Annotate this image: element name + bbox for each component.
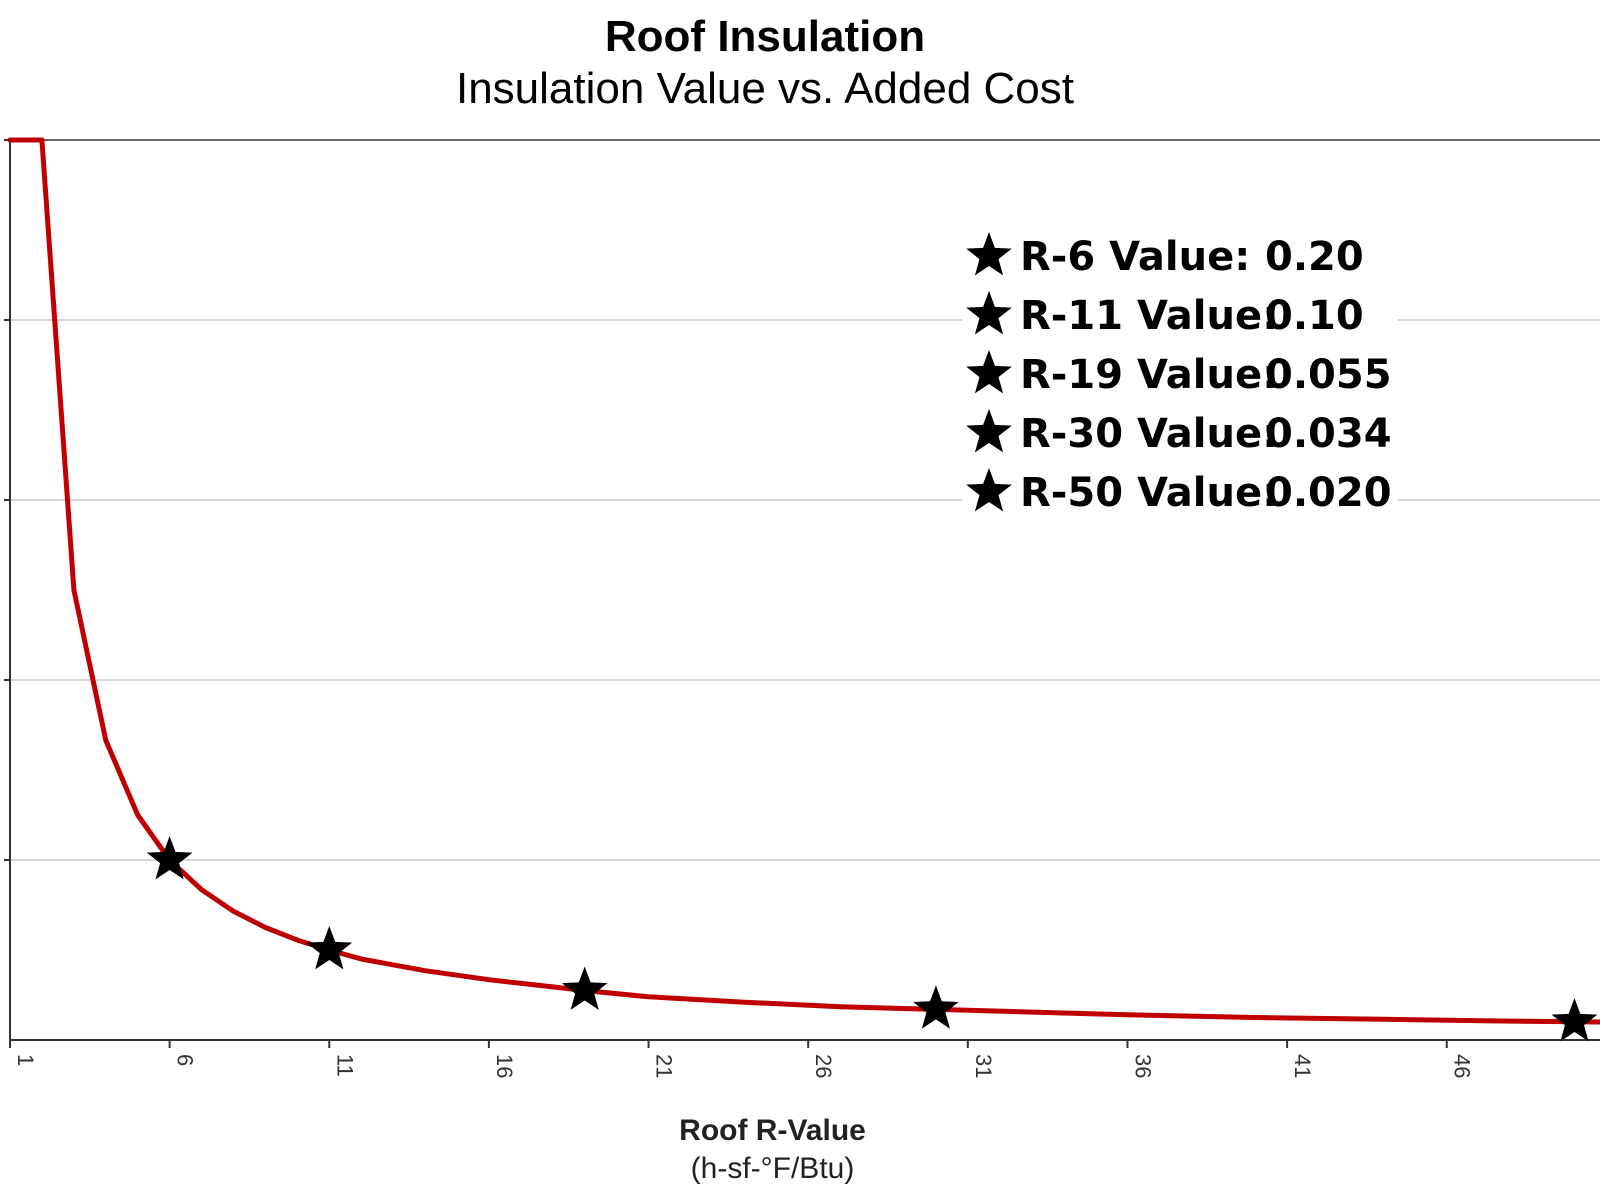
legend-value: 0.055	[1265, 352, 1392, 398]
legend-label: R-19 Value:	[1020, 352, 1278, 398]
legend-value: 0.20	[1265, 234, 1364, 280]
legend-label: R-50 Value:	[1020, 470, 1278, 516]
x-tick-label: 46	[1450, 1054, 1475, 1078]
legend-star	[966, 232, 1012, 276]
legend-label: R-6 Value:	[1020, 234, 1250, 280]
legend-star	[966, 291, 1012, 335]
chart-title: Roof Insulation	[604, 12, 926, 61]
star-marker	[146, 836, 193, 880]
star-marker	[306, 926, 353, 970]
legend-star	[966, 468, 1012, 512]
legend-star	[966, 350, 1012, 394]
x-axis-label: Roof R-Value	[679, 1114, 866, 1147]
series-layer	[7, 137, 1600, 1025]
legend-star	[966, 409, 1012, 453]
legend-value: 0.10	[1265, 293, 1364, 339]
marker-layer	[146, 836, 1598, 1042]
legend-value: 0.020	[1265, 470, 1392, 516]
legend-background	[962, 222, 1398, 522]
legend-value: 0.034	[1265, 411, 1392, 457]
x-tick-label: 36	[1130, 1054, 1155, 1078]
series-line	[7, 137, 1600, 1025]
star-marker	[1551, 998, 1598, 1042]
x-tick-label: 11	[332, 1054, 357, 1077]
x-axis-units: (h-sf-°F/Btu)	[690, 1152, 855, 1185]
x-tick-label: 6	[173, 1054, 198, 1066]
star-marker	[561, 966, 608, 1010]
x-tick-label: 41	[1290, 1054, 1315, 1078]
x-tick-label: 31	[971, 1054, 996, 1078]
x-ticks: 1 6 11 16 21 26 31 36 41 46	[9, 1040, 1475, 1078]
chart-subtitle: Insulation Value vs. Added Cost	[455, 64, 1075, 113]
x-tick-label: 1	[13, 1054, 38, 1066]
legend-label: R-30 Value:	[1020, 411, 1278, 457]
x-tick-label: 21	[652, 1054, 677, 1078]
x-tick-label: 26	[811, 1054, 836, 1078]
x-tick-label: 16	[492, 1054, 517, 1078]
legend-label: R-11 Value:	[1020, 293, 1278, 339]
star-marker	[913, 985, 959, 1029]
legend: R-6 Value: 0.20 R-11 Value:0.10 R-19 Value:…	[962, 222, 1398, 522]
